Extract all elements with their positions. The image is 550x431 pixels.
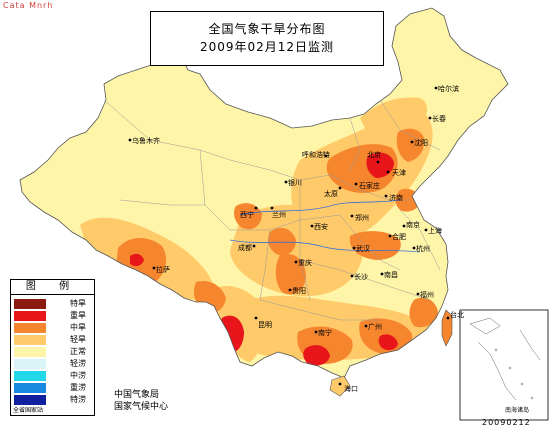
legend-item-moderate-wet: 中涝 (14, 370, 92, 381)
legend-swatch (14, 347, 46, 357)
legend-label: 特旱 (70, 299, 86, 308)
map-subtitle: 2009年02月12日监测 (199, 40, 335, 54)
agency-cma: 中国气象局 (114, 390, 160, 400)
city-label-hefei: 合肥 (392, 233, 406, 241)
legend-swatch (14, 383, 46, 393)
legend-label: 重旱 (70, 311, 86, 320)
city-label-xian: 西安 (314, 223, 328, 231)
legend-item-extreme-wet: 特涝 (14, 394, 92, 405)
region-moderate-drought-guizhou (275, 253, 306, 295)
agency-credit: 中国气象局 国家气候中心 (114, 389, 168, 413)
city-label-nanjing: 南京 (406, 221, 420, 229)
corner-mark: Cata Mnrh (3, 1, 54, 10)
south-china-sea-islands (469, 317, 541, 401)
region-light-drought-north (360, 97, 428, 139)
region-moderate-drought-fujian (409, 297, 438, 328)
map-title-box: 全国气象干旱分布图 2009年02月12日监测 (150, 11, 384, 66)
city-label-changchun: 长春 (432, 115, 446, 123)
city-label-nanchang: 南昌 (384, 271, 398, 279)
city-label-tianjin: 天津 (392, 169, 406, 177)
legend-label: 轻涝 (70, 359, 86, 368)
city-label-lanzhou: 兰州 (272, 211, 286, 219)
city-label-kunming: 昆明 (258, 321, 272, 329)
city-label-chengdu: 成都 (238, 244, 252, 252)
legend-item-severe-drought: 重旱 (14, 310, 92, 321)
city-label-harbin: 哈尔滨 (438, 85, 459, 93)
legend-note: 全省国家站 (13, 407, 44, 414)
legend-swatch (14, 395, 46, 405)
city-label-yinchuan: 银川 (288, 179, 302, 187)
legend-swatch (14, 311, 46, 321)
region-light-drought-central (230, 204, 363, 297)
legend-item-moderate-drought: 中旱 (14, 322, 92, 333)
legend-swatch (14, 335, 46, 345)
city-label-changsha: 长沙 (354, 273, 368, 281)
hainan-island (329, 375, 351, 397)
city-label-taipei: 台北 (450, 311, 464, 319)
agency-ncc: 国家气候中心 (114, 402, 169, 412)
legend-label: 特涝 (70, 395, 86, 404)
city-label-urumqi: 乌鲁木齐 (132, 137, 160, 145)
legend-title: 图 例 (11, 280, 94, 295)
legend-label: 重涝 (70, 383, 86, 392)
region-moderate-drought-ne (396, 128, 425, 162)
city-label-hangzhou: 杭州 (416, 245, 430, 253)
city-label-jinan: 济南 (389, 194, 403, 202)
city-label-shenyang: 沈阳 (414, 139, 428, 147)
legend-label: 轻旱 (70, 335, 86, 344)
region-severe-drought-guangxi (303, 345, 330, 366)
city-label-guangzhou: 广州 (368, 323, 382, 331)
legend-item-light-drought: 轻旱 (14, 334, 92, 345)
city-label-hohhot: 呼和浩特 (302, 151, 330, 159)
city-label-wuhan: 武汉 (356, 245, 370, 253)
region-severe-drought-tibet (130, 253, 144, 267)
legend-item-severe-wet: 重涝 (14, 382, 92, 393)
legend-swatch (14, 359, 46, 369)
city-label-haikou: 海口 (344, 385, 358, 393)
map-code: 20090212 (482, 418, 531, 427)
south-china-sea-inset (459, 309, 549, 421)
legend-item-light-wet: 轻涝 (14, 358, 92, 369)
city-label-shijiazhuang: 石家庄 (359, 182, 380, 190)
taiwan-island (441, 309, 453, 347)
legend-item-extreme-drought: 特旱 (14, 298, 92, 309)
city-label-zhengzhou: 郑州 (355, 214, 369, 222)
legend-swatch (14, 323, 46, 333)
city-label-xining: 西宁 (240, 211, 254, 219)
legend-item-normal: 正常 (14, 346, 92, 357)
legend-swatch (14, 371, 46, 381)
legend-label: 中涝 (70, 371, 86, 380)
map-title: 全国气象干旱分布图 (208, 22, 326, 36)
region-severe-drought-gd (378, 334, 398, 351)
city-markers (128, 86, 450, 386)
legend-label: 正常 (70, 347, 86, 356)
city-label-guiyang: 贵阳 (292, 287, 306, 295)
city-label-chongqing: 重庆 (298, 259, 312, 267)
city-label-beijing: 北京 (367, 151, 381, 159)
city-label-fuzhou: 福州 (420, 291, 434, 299)
legend-swatch (14, 299, 46, 309)
region-moderate-drought-qinghai (234, 203, 262, 230)
province-borders (103, 99, 441, 321)
city-label-shanghai: 上海 (428, 227, 442, 235)
region-moderate-drought-henan (349, 231, 401, 260)
city-label-nanning: 南宁 (318, 329, 332, 337)
region-moderate-drought-sichuan (268, 227, 296, 256)
china-outline (19, 7, 509, 379)
city-label-lhasa: 拉萨 (156, 266, 170, 274)
inset-label: 南海诸岛 (505, 407, 530, 414)
rivers (229, 199, 421, 253)
legend-label: 中旱 (70, 323, 86, 332)
map-legend: 图 例 特旱 重旱 中旱 轻旱 正常 轻涝 中涝 重涝 特涝 全省国家站 (10, 279, 95, 416)
city-label-taiyuan: 太原 (324, 190, 338, 198)
